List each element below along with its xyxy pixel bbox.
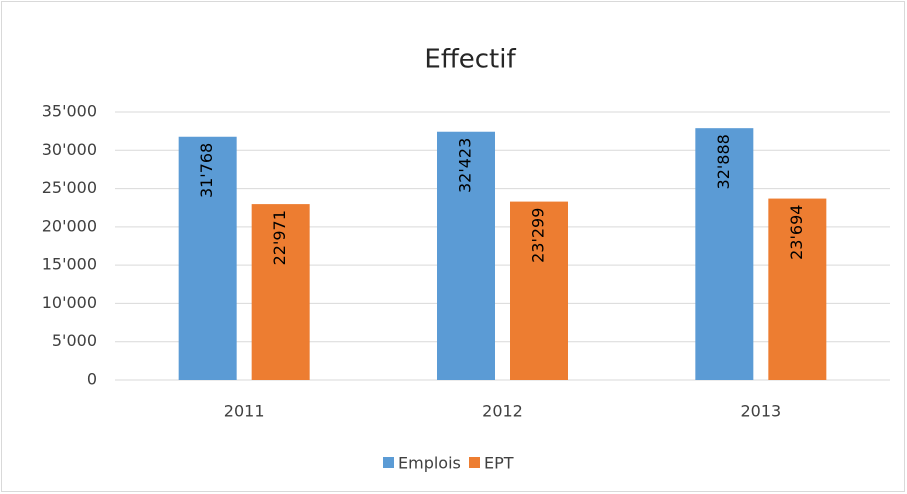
data-label: 31'768 bbox=[197, 143, 216, 198]
chart-title: Effectif bbox=[424, 45, 516, 75]
x-tick-label: 2011 bbox=[224, 402, 265, 421]
data-label: 23'299 bbox=[529, 208, 548, 263]
bar bbox=[695, 128, 754, 380]
legend-label: Emplois bbox=[398, 454, 461, 473]
data-label: 32'888 bbox=[714, 134, 733, 189]
y-tick-label: 10'000 bbox=[42, 293, 97, 312]
bar bbox=[510, 201, 568, 380]
data-label: 22'971 bbox=[270, 210, 289, 265]
bar bbox=[768, 198, 827, 380]
legend-swatch bbox=[469, 457, 480, 468]
y-tick-label: 35'000 bbox=[42, 102, 97, 121]
bar bbox=[437, 131, 495, 380]
bar bbox=[251, 204, 310, 380]
y-tick-label: 20'000 bbox=[42, 216, 97, 235]
x-tick-label: 2012 bbox=[482, 402, 523, 421]
legend-label: EPT bbox=[484, 454, 514, 473]
y-tick-label: 30'000 bbox=[42, 140, 97, 159]
y-tick-label: 25'000 bbox=[42, 178, 97, 197]
y-tick-label: 5'000 bbox=[52, 331, 97, 350]
y-tick-label: 15'000 bbox=[42, 255, 97, 274]
legend-swatch bbox=[383, 457, 394, 468]
data-label: 23'694 bbox=[787, 205, 806, 260]
y-tick-label: 0 bbox=[87, 370, 97, 389]
bar bbox=[178, 136, 237, 380]
data-label: 32'423 bbox=[456, 138, 475, 193]
x-tick-label: 2013 bbox=[740, 402, 781, 421]
